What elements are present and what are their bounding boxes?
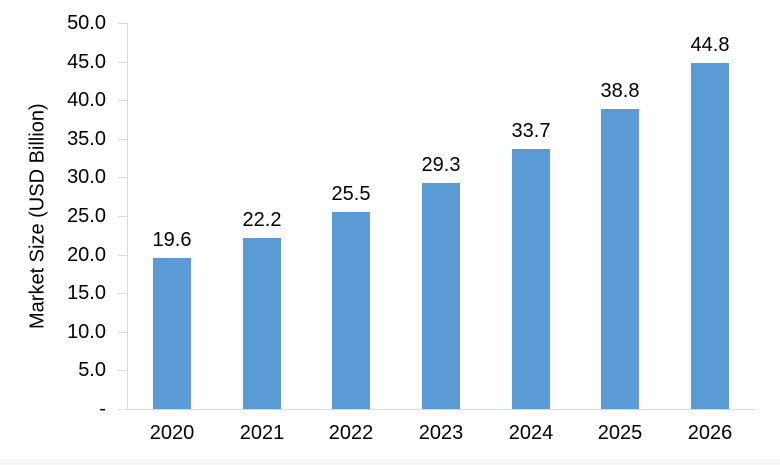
x-tick-label-2021: 2021 [239,422,285,444]
x-tick-label-2023: 2023 [418,422,464,444]
bar-value-label-2020: 19.6 [152,229,192,251]
x-tick-label-2020: 2020 [149,422,195,444]
bar-2023 [422,183,460,409]
y-tick-mark [118,293,127,294]
y-axis-line [127,23,128,409]
y-tick-label: 50.0 [67,12,106,34]
bar-value-label-2024: 33.7 [511,120,551,142]
y-tick-label: 40.0 [67,89,106,111]
bar-value-label-2023: 29.3 [421,154,461,176]
y-tick-mark [118,100,127,101]
y-tick-label: 10.0 [67,321,106,343]
bottom-cropped-strip [0,459,780,465]
bar-value-label-2026: 44.8 [690,34,730,56]
y-tick-mark [118,370,127,371]
y-tick-label: 5.0 [78,359,106,381]
y-tick-label: 35.0 [67,128,106,150]
x-axis-line [118,409,755,410]
bar-2025 [601,109,639,409]
y-tick-mark [118,332,127,333]
bar-value-label-2021: 22.2 [242,209,282,231]
y-tick-label: 45.0 [67,51,106,73]
x-tick-label-2025: 2025 [597,422,643,444]
bar-2026 [691,63,729,409]
x-tick-label-2026: 2026 [687,422,733,444]
y-tick-mark [118,409,127,410]
y-tick-mark [118,255,127,256]
x-tick-label-2024: 2024 [508,422,554,444]
y-tick-mark [118,62,127,63]
y-tick-label: 30.0 [67,166,106,188]
bar-value-label-2022: 25.5 [331,183,371,205]
y-tick-mark [118,139,127,140]
y-tick-label: - [99,398,106,420]
y-tick-mark [118,216,127,217]
bar-2021 [243,238,281,409]
y-tick-label: 25.0 [67,205,106,227]
y-tick-label: 20.0 [67,244,106,266]
bar-value-label-2025: 38.8 [600,80,640,102]
bar-2024 [512,149,550,409]
y-tick-mark [118,23,127,24]
y-tick-mark [118,177,127,178]
bar-2022 [332,212,370,409]
x-tick-label-2022: 2022 [328,422,374,444]
y-tick-label: 15.0 [67,282,106,304]
bar-2020 [153,258,191,409]
